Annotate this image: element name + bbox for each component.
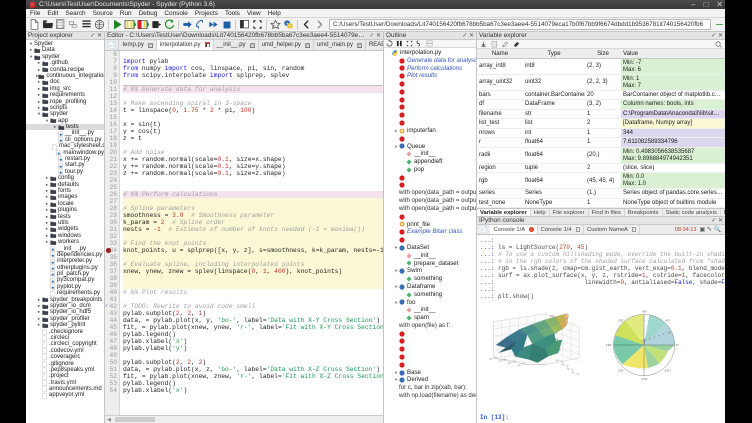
svg-text:-84.38: -84.38 xyxy=(516,362,526,368)
svg-text:45°: 45° xyxy=(665,318,670,322)
svg-text:36.70: 36.70 xyxy=(571,371,580,376)
svg-text:225°: 225° xyxy=(618,369,625,373)
svg-text:270°: 270° xyxy=(642,377,649,381)
svg-text:315°: 315° xyxy=(665,369,672,373)
svg-text:180°: 180° xyxy=(606,343,613,347)
svg-text:90°: 90° xyxy=(642,309,647,313)
svg-text:0°: 0° xyxy=(676,343,680,347)
svg-text:135°: 135° xyxy=(618,318,625,322)
